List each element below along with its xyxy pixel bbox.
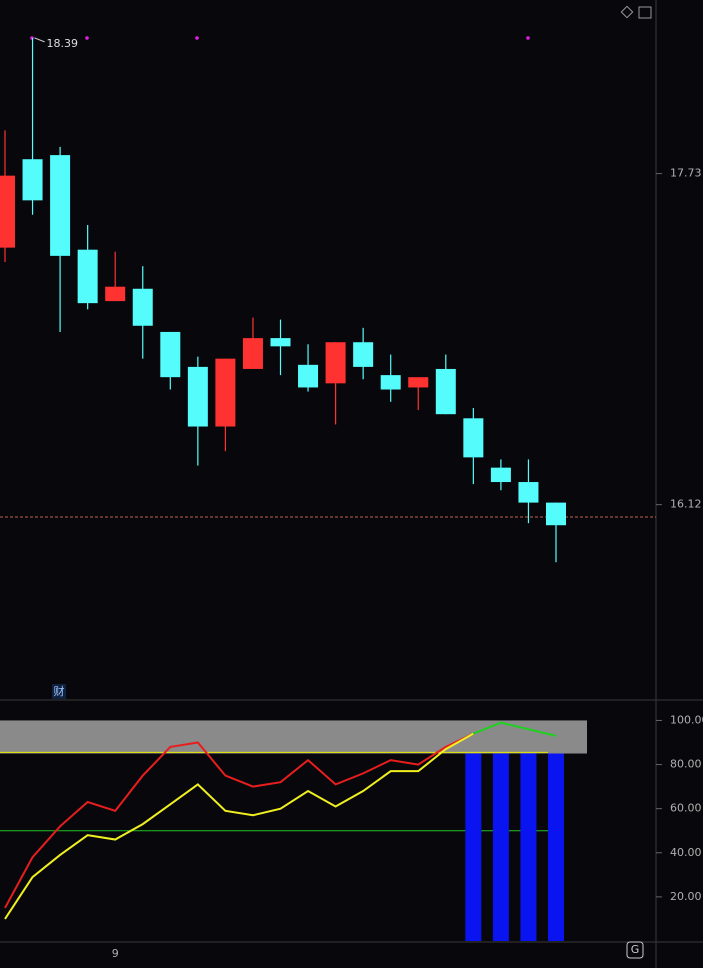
marker bbox=[526, 36, 530, 40]
icon[interactable] bbox=[620, 5, 634, 19]
high-label: 18.39 bbox=[47, 37, 79, 50]
candle-body bbox=[187, 366, 208, 427]
y-tick-label: 80.00 bbox=[670, 758, 702, 771]
candle-body bbox=[77, 249, 98, 304]
y-tick-label: 60.00 bbox=[670, 802, 702, 815]
svg-text:G: G bbox=[631, 943, 640, 956]
line bbox=[4, 732, 474, 909]
candle-body bbox=[408, 377, 429, 388]
candle-body bbox=[132, 288, 153, 326]
candle-body bbox=[546, 502, 566, 526]
candle-body bbox=[160, 331, 181, 378]
icon[interactable] bbox=[638, 6, 652, 19]
line bbox=[4, 732, 474, 920]
bar bbox=[492, 753, 509, 941]
y-tick-label: 20.00 bbox=[670, 890, 702, 903]
candle-body bbox=[270, 338, 291, 347]
band bbox=[0, 720, 587, 754]
candle-body bbox=[325, 342, 346, 384]
bar bbox=[548, 753, 564, 941]
badge-box[interactable] bbox=[52, 684, 66, 699]
bar bbox=[465, 753, 482, 941]
badge[interactable]: 财 bbox=[54, 684, 65, 698]
candle-body bbox=[518, 482, 539, 503]
candle-body bbox=[463, 418, 484, 458]
candle-body bbox=[50, 155, 71, 256]
y-tick-label: 100.00 bbox=[670, 713, 703, 726]
marker bbox=[85, 36, 89, 40]
high-pointer bbox=[34, 37, 45, 43]
y-tick-label: 16.12 bbox=[670, 498, 702, 511]
candle-body bbox=[490, 467, 511, 483]
line bbox=[472, 721, 557, 737]
candle-body bbox=[105, 286, 126, 302]
y-tick-label: 17.73 bbox=[670, 167, 702, 180]
x-tick-label: 9 bbox=[112, 947, 119, 960]
candle-body bbox=[242, 338, 263, 369]
candle-body bbox=[215, 358, 236, 427]
candle-body bbox=[353, 342, 374, 367]
candle-body bbox=[0, 175, 15, 248]
watermark: G bbox=[626, 941, 644, 959]
candle-body bbox=[22, 159, 43, 201]
marker bbox=[195, 36, 199, 40]
candle-body bbox=[298, 364, 319, 388]
bar bbox=[520, 753, 537, 941]
candle-body bbox=[435, 368, 456, 415]
candle-body bbox=[380, 375, 401, 390]
y-tick-label: 40.00 bbox=[670, 846, 702, 859]
